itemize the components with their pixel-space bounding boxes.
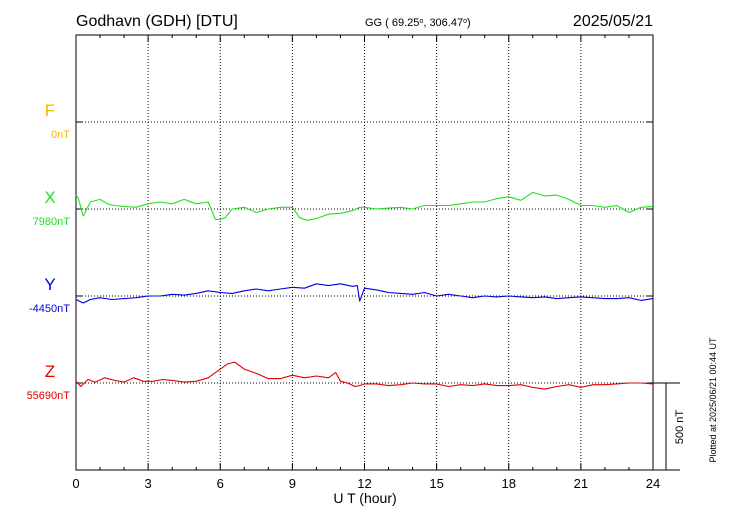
x-tick-label: 9 bbox=[289, 476, 296, 491]
series-name-f: F bbox=[45, 101, 55, 120]
x-tick-label: 21 bbox=[574, 476, 588, 491]
degree-mark: o bbox=[419, 18, 423, 25]
series-name-x: X bbox=[44, 188, 55, 207]
series-lines bbox=[75, 191, 654, 390]
scale-bar bbox=[653, 382, 680, 471]
station-coords: GG ( 69.25o, 306.47o) bbox=[365, 17, 471, 29]
series-baseline-z: 55690nT bbox=[27, 390, 71, 402]
x-tick-label: 3 bbox=[145, 476, 152, 491]
series-name-z: Z bbox=[45, 362, 55, 381]
x-axis-label: U T (hour) bbox=[333, 490, 396, 506]
grid-lines bbox=[76, 35, 653, 470]
x-tick-label: 15 bbox=[429, 476, 443, 491]
x-tick-label: 12 bbox=[357, 476, 371, 491]
series-line-x bbox=[75, 191, 654, 221]
x-tick-label: 18 bbox=[502, 476, 516, 491]
date-title: 2025/05/21 bbox=[573, 13, 653, 30]
series-labels: F 0nT X 7980nT Y -4450nT Z 55690nT bbox=[27, 101, 71, 402]
series-name-y: Y bbox=[44, 275, 55, 294]
series-line-z bbox=[75, 361, 654, 390]
series-baseline-f: 0nT bbox=[51, 129, 70, 141]
scale-bar-label: 500 nT bbox=[674, 410, 686, 445]
x-ticks: 0 3 6 9 12 15 18 21 24 bbox=[72, 35, 660, 491]
x-tick-label: 24 bbox=[646, 476, 660, 491]
series-baseline-x: 7980nT bbox=[33, 216, 71, 228]
station-title: Godhavn (GDH) [DTU] bbox=[76, 13, 238, 30]
series-line-y bbox=[75, 283, 654, 304]
x-tick-label: 0 bbox=[72, 476, 79, 491]
plotted-note: Plotted at 2025/06/21 00:44 UT bbox=[708, 337, 718, 463]
x-tick-label: 6 bbox=[217, 476, 224, 491]
series-baseline-y: -4450nT bbox=[29, 303, 70, 315]
